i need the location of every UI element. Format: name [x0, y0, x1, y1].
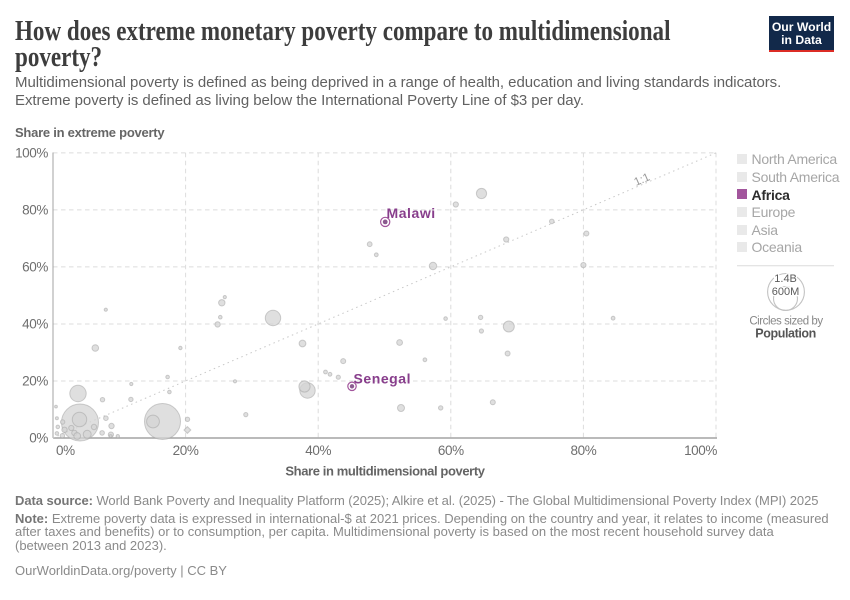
svg-text:0%: 0%: [29, 431, 48, 446]
svg-text:60%: 60%: [438, 443, 464, 458]
svg-text:20%: 20%: [22, 374, 48, 389]
svg-text:100%: 100%: [15, 145, 48, 160]
svg-text:20%: 20%: [173, 443, 199, 458]
svg-text:0%: 0%: [56, 443, 75, 458]
svg-text:600M: 600M: [772, 286, 800, 298]
svg-text:100%: 100%: [684, 443, 717, 458]
svg-text:80%: 80%: [22, 202, 48, 217]
svg-text:1.4B: 1.4B: [774, 273, 797, 285]
svg-text:Circles sized by: Circles sized by: [749, 316, 823, 328]
svg-text:1:1: 1:1: [632, 171, 651, 188]
svg-text:80%: 80%: [570, 443, 596, 458]
svg-text:Malawi: Malawi: [387, 205, 436, 221]
svg-text:40%: 40%: [305, 443, 331, 458]
svg-text:Share in multidimensional pove: Share in multidimensional poverty: [285, 464, 485, 479]
svg-text:Population: Population: [755, 326, 816, 340]
svg-text:40%: 40%: [22, 317, 48, 332]
svg-text:Senegal: Senegal: [354, 371, 412, 387]
svg-text:60%: 60%: [22, 259, 48, 274]
